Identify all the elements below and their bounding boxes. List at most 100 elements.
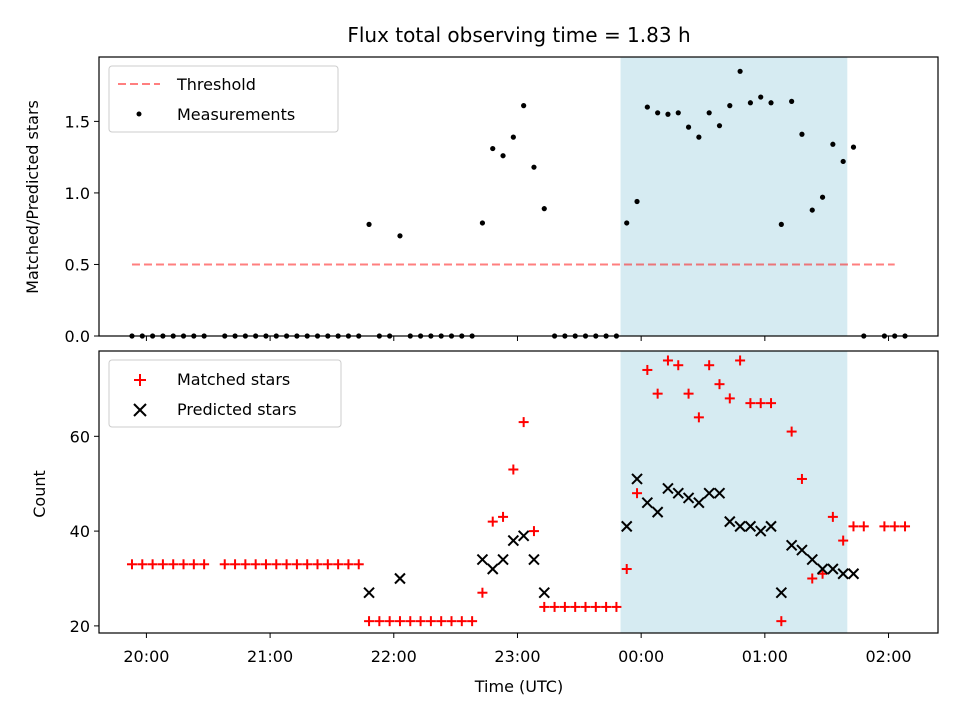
matched-star-point xyxy=(642,364,653,375)
matched-star-point xyxy=(879,521,890,532)
matched-star-point xyxy=(446,616,457,627)
matched-star-point xyxy=(858,521,869,532)
y-tick-label: 20 xyxy=(70,617,90,636)
legend-matched-label: Matched stars xyxy=(177,370,290,389)
matched-star-point xyxy=(776,616,787,627)
predicted-star-point xyxy=(641,496,654,509)
matched-star-point xyxy=(745,398,756,409)
measurement-point xyxy=(510,134,516,140)
matched-star-point xyxy=(714,379,725,390)
measurement-point xyxy=(840,158,846,165)
measurement-point xyxy=(850,144,857,150)
matched-star-point xyxy=(559,601,570,612)
top-legend-box xyxy=(108,65,339,133)
measurement-point xyxy=(737,68,743,74)
measurement-point xyxy=(747,100,754,106)
matched-star-point xyxy=(260,559,271,570)
predicted-star-point xyxy=(682,492,695,504)
measurement-point xyxy=(830,141,836,147)
matched-star-point xyxy=(580,601,591,612)
measurement-point xyxy=(799,131,805,137)
predicted-star-point xyxy=(693,496,705,509)
matched-star-point xyxy=(487,516,498,527)
predicted-star-point xyxy=(755,525,767,537)
matched-star-point xyxy=(230,559,241,570)
matched-star-point xyxy=(436,616,447,627)
bottom-legend-box xyxy=(108,359,342,428)
measurement-point xyxy=(675,110,681,116)
matched-star-point xyxy=(291,559,302,570)
measurement-point xyxy=(696,134,702,140)
top-panel: 0.0 0.5 1.0 1.5 Matched/Predicted stars Thr… xyxy=(23,56,939,346)
predicted-star-point xyxy=(662,482,674,495)
bottom-legend: Matched stars Predicted stars xyxy=(108,359,342,428)
matched-star-point xyxy=(168,559,179,570)
bottom-y-axis-label: Count xyxy=(30,470,49,518)
matched-star-point xyxy=(549,601,560,612)
matched-star-point xyxy=(539,601,550,612)
measurement-point xyxy=(665,111,671,117)
predicted-star-point xyxy=(775,587,788,599)
matched-star-point xyxy=(570,601,581,612)
measurement-point xyxy=(716,123,723,129)
matched-star-point xyxy=(508,464,519,475)
x-tick-label: 21:00 xyxy=(247,647,293,666)
matched-star-point xyxy=(188,559,199,570)
matched-star-point xyxy=(157,559,168,570)
predicted-star-point xyxy=(744,520,757,533)
matched-star-point xyxy=(590,601,601,612)
matched-star-point xyxy=(425,616,436,627)
top-legend: Threshold Measurements xyxy=(108,65,339,133)
legend-threshold-label: Threshold xyxy=(176,75,256,94)
legend-measurements-swatch xyxy=(136,111,142,117)
measurement-point xyxy=(634,198,640,205)
observing-window-shade-top xyxy=(620,57,848,336)
matched-star-point xyxy=(364,616,375,627)
matched-star-point xyxy=(281,559,292,570)
measurement-point xyxy=(479,220,486,226)
y-tick-label: 0.5 xyxy=(65,255,90,274)
top-x-ticks xyxy=(145,336,890,341)
bottom-y-ticks: 20 40 60 xyxy=(70,427,99,636)
predicted-star-point xyxy=(785,539,798,552)
measurement-point xyxy=(541,206,547,212)
matched-star-point xyxy=(147,559,158,570)
matched-star-point xyxy=(384,616,395,627)
matched-star-point xyxy=(724,393,735,404)
x-tick-label: 20:00 xyxy=(123,647,169,666)
predicted-star-point xyxy=(837,568,849,580)
matched-star-point xyxy=(456,616,467,627)
matched-star-point xyxy=(693,412,704,423)
matched-star-point xyxy=(219,559,230,570)
predicted-star-point xyxy=(724,515,736,528)
predicted-star-point xyxy=(394,572,406,585)
x-tick-label: 22:00 xyxy=(371,647,417,666)
top-y-ticks: 0.0 0.5 1.0 1.5 xyxy=(65,112,99,346)
matched-star-point xyxy=(755,398,766,409)
matched-star-point xyxy=(848,521,859,532)
bottom-panel-marks xyxy=(126,355,911,627)
legend-measurements-label: Measurements xyxy=(177,105,295,124)
chart-title: Flux total observing time = 1.83 h xyxy=(347,23,690,47)
matched-star-point xyxy=(394,616,405,627)
measurement-point xyxy=(768,100,774,106)
top-y-axis-label: Matched/Predicted stars xyxy=(23,100,42,294)
measurement-point xyxy=(490,145,496,152)
bottom-panel: 20 40 60 20:00 21:00 22:00 23:00 00:00 01:00 02:… xyxy=(30,350,939,696)
matched-star-point xyxy=(786,426,797,437)
matched-star-point xyxy=(662,355,673,366)
legend-matched-swatch xyxy=(134,374,146,386)
y-tick-label: 1.5 xyxy=(65,112,90,131)
bottom-plot-frame xyxy=(98,350,939,634)
y-tick-label: 1.0 xyxy=(65,184,90,203)
y-tick-label: 0.0 xyxy=(65,327,90,346)
predicted-star-point xyxy=(517,530,530,542)
matched-star-point xyxy=(498,511,509,522)
matched-star-point xyxy=(333,559,344,570)
predicted-star-point xyxy=(497,553,509,566)
matched-star-point xyxy=(900,521,911,532)
matched-star-point xyxy=(528,526,539,537)
matched-star-point xyxy=(405,616,416,627)
matched-star-point xyxy=(477,587,488,598)
matched-star-point xyxy=(652,388,663,399)
